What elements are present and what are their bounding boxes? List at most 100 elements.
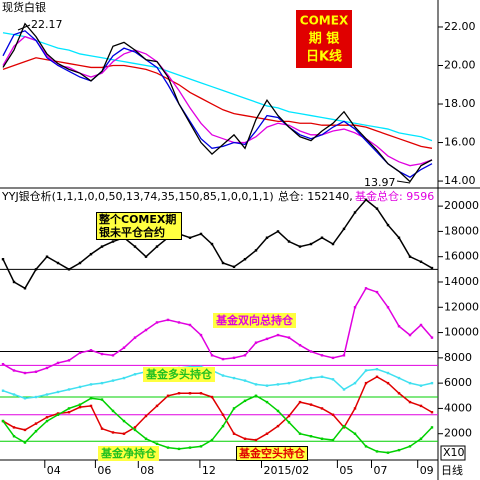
point <box>144 255 148 258</box>
point <box>298 245 302 248</box>
point <box>12 435 16 438</box>
legend-label: 基金空头持仓 <box>236 446 308 461</box>
y-tick-label: 20.00 <box>444 58 476 71</box>
period-label: 日线 <box>441 463 463 477</box>
badge-text: COMEX <box>300 14 349 28</box>
point <box>331 242 335 246</box>
point <box>254 438 258 442</box>
point <box>243 379 247 382</box>
point <box>199 232 203 236</box>
y-tick-label: 14.00 <box>444 174 476 187</box>
high-label: 22.17 <box>31 18 63 31</box>
point <box>408 445 412 448</box>
point <box>221 261 225 265</box>
point <box>122 376 126 380</box>
point <box>397 236 401 239</box>
point <box>397 325 401 328</box>
point <box>188 392 192 395</box>
point <box>67 268 71 271</box>
x-tick-label: 09 <box>420 464 434 477</box>
point <box>298 400 302 404</box>
point <box>397 376 401 380</box>
point <box>144 328 148 332</box>
point <box>419 437 423 440</box>
point <box>155 442 159 446</box>
point <box>375 207 379 210</box>
point <box>199 333 203 337</box>
point <box>199 445 203 448</box>
point <box>45 416 49 419</box>
x-tick-label: 04 <box>47 464 61 477</box>
point <box>353 432 357 435</box>
y-tick-label: 8000 <box>444 351 472 364</box>
legend-label: 基金多头持仓 <box>143 367 215 382</box>
point <box>56 390 60 394</box>
point <box>386 223 390 227</box>
point <box>353 306 357 309</box>
point <box>144 414 148 418</box>
x-tick-label: 07 <box>374 464 388 477</box>
point <box>408 333 412 337</box>
point <box>320 437 324 440</box>
y-tick-label: 2000 <box>444 427 472 440</box>
point <box>353 211 357 214</box>
point <box>133 428 137 432</box>
point <box>364 445 368 448</box>
legend-label: 整个COMEX期银未平仓合约 <box>96 212 182 240</box>
point <box>320 375 324 379</box>
point <box>89 397 93 400</box>
point <box>89 404 93 408</box>
point <box>320 407 324 410</box>
x-tick-label: 2015/02 <box>264 464 310 477</box>
point <box>67 359 71 362</box>
y-tick-label: 22.00 <box>444 20 476 33</box>
point <box>210 438 214 442</box>
point <box>122 432 126 435</box>
point <box>265 236 269 239</box>
point <box>276 424 280 428</box>
point <box>122 419 126 423</box>
point <box>34 370 38 373</box>
point <box>386 451 390 454</box>
point <box>430 426 434 429</box>
point <box>221 424 225 428</box>
point <box>309 403 313 406</box>
leader <box>396 180 411 184</box>
series-line <box>2 394 433 454</box>
point <box>254 341 258 344</box>
y-tick-label: 16.00 <box>444 136 476 149</box>
point <box>408 255 412 258</box>
point <box>100 427 104 430</box>
series-line <box>2 287 433 374</box>
series-line <box>2 35 433 167</box>
point <box>133 373 137 376</box>
point <box>23 441 27 444</box>
series-line <box>2 375 433 441</box>
point <box>364 381 368 385</box>
point <box>221 413 225 416</box>
point <box>166 446 170 449</box>
point <box>12 426 16 429</box>
point <box>375 375 379 379</box>
point <box>56 412 60 415</box>
point <box>287 336 291 339</box>
point <box>243 399 247 403</box>
point <box>397 392 401 395</box>
point <box>1 362 5 366</box>
x-tick-label: 08 <box>140 464 154 477</box>
point <box>78 385 82 389</box>
scale-box <box>440 445 466 461</box>
point <box>375 450 379 453</box>
point <box>166 394 170 397</box>
point <box>265 384 269 387</box>
point <box>430 381 434 385</box>
point <box>254 249 258 252</box>
point <box>430 411 434 414</box>
point <box>34 268 38 271</box>
point <box>331 356 335 360</box>
legend-label: 基金双向总持仓 <box>213 313 296 328</box>
series-line <box>2 365 433 400</box>
point <box>111 240 115 243</box>
point <box>34 422 38 425</box>
